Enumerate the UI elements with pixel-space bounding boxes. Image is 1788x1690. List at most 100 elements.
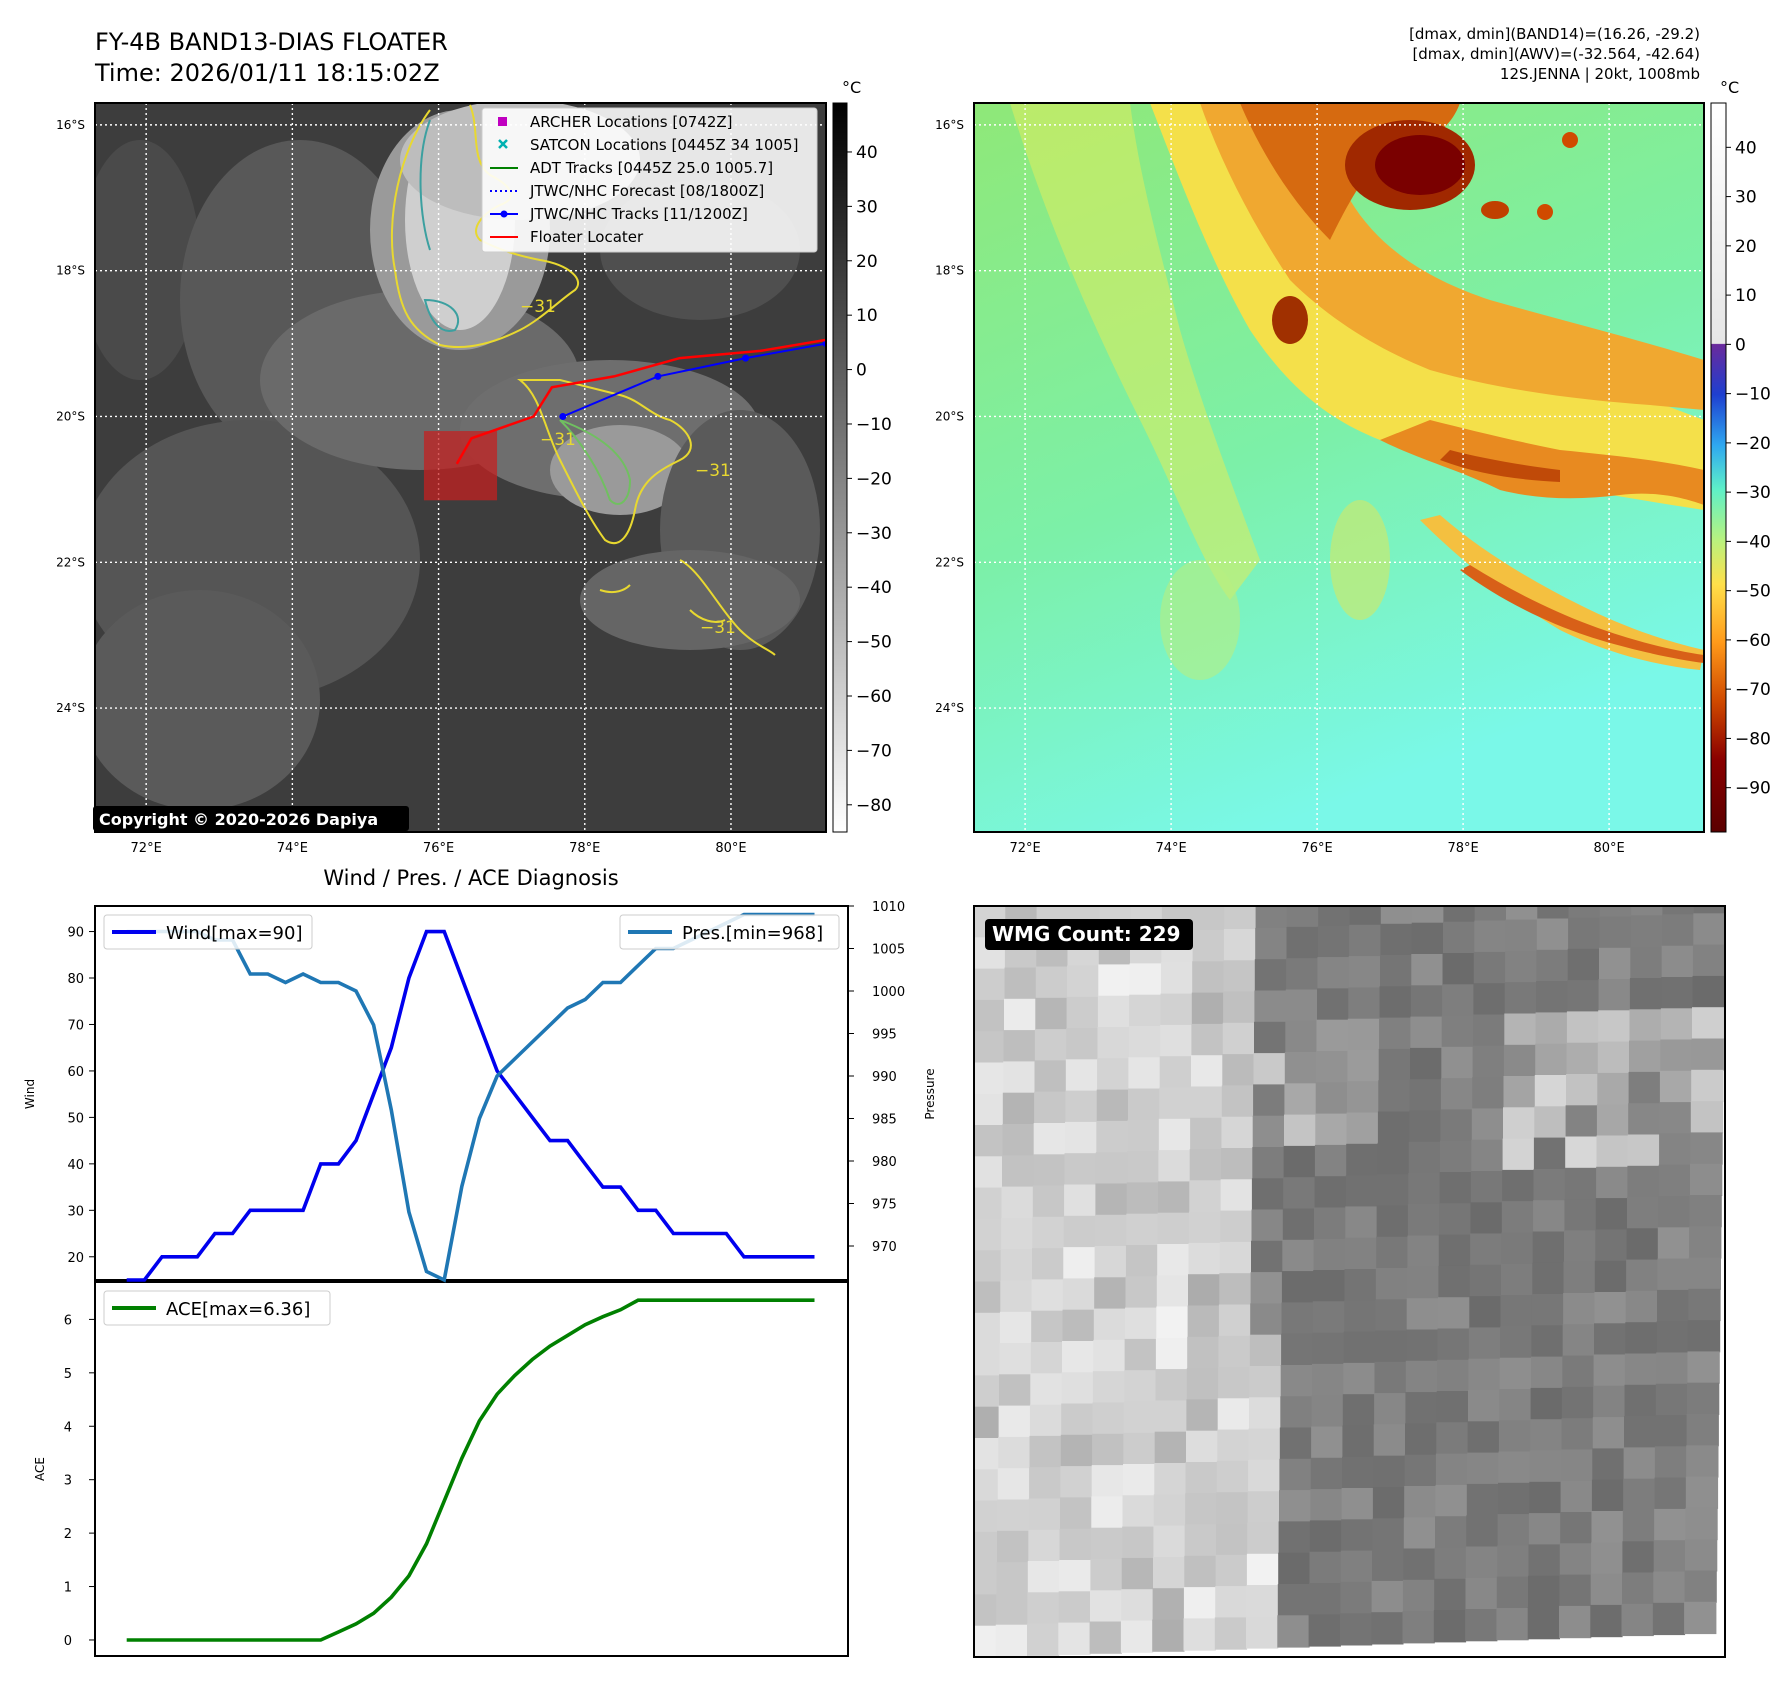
wmg-cell [1345,1175,1379,1208]
wmg-cell [1090,1527,1124,1560]
wmg-cell [1278,1521,1311,1554]
wmg-cell [1155,1400,1188,1433]
wmg-cell [1408,1173,1441,1206]
wmg-cell [1496,1576,1530,1609]
pressure-axis-label: Pressure [923,1068,937,1119]
wmg-cell [1467,1421,1500,1454]
wmg-cell [1193,906,1226,931]
colorbar-tick-label: −90 [1735,779,1771,799]
wind-tick-label: 60 [67,1065,84,1080]
wmg-cell [1659,1133,1692,1166]
wmg-cell [1342,1394,1376,1427]
map-lat-tick: 18°S [56,264,85,278]
wmg-cell [1438,1265,1471,1299]
wmg-cell [1498,1451,1531,1484]
wmg-cell [1372,1518,1405,1551]
wmg-cell [1499,1357,1532,1390]
colorbar-tick-label: −50 [856,633,892,653]
wmg-cell [1160,1024,1193,1058]
ir-legend-label: JTWC/NHC Forecast [08/1800Z] [529,182,764,200]
wmg-cell [1564,1167,1598,1201]
colorbar-tick-label: 0 [1735,335,1746,355]
wmg-cell [1160,993,1193,1026]
wind-series-line [126,929,815,1282]
wmg-cell [1126,1213,1159,1246]
wmg-cell [1065,1121,1098,1155]
wmg-cell [1630,915,1663,948]
wind-tick-label: 40 [67,1158,84,1173]
wind-tick-label: 20 [67,1251,84,1266]
wmg-cell [1125,1307,1158,1340]
wmg-cell [1560,1512,1593,1545]
colorbar-tick-label: −80 [856,796,892,816]
wmg-cell [1286,958,1319,991]
wmg-cell [1002,1092,1036,1125]
ir-map-frame [94,102,827,833]
wmg-cell [1065,1059,1099,1092]
wmg-cell [1252,1147,1285,1180]
wmg-cell [1313,1238,1346,1272]
wmg-cell [1529,1481,1562,1515]
awv-map-panel [973,102,1705,833]
colorbar-tick-label: −20 [856,469,892,489]
wmg-cell [1191,1023,1224,1057]
wmg-cell [996,1593,1029,1626]
wmg-cell [1220,1179,1253,1212]
colorbar-tick-label: −60 [856,687,892,707]
wmg-cell [1654,1446,1688,1479]
colorbar-tick-label: −10 [1735,385,1771,405]
colorbar-tick-label: 0 [856,361,867,381]
wmg-cell [1311,1395,1344,1428]
wmg-cell [1285,989,1318,1022]
wmg-cell [1596,1135,1629,1168]
wmg-cell [1658,1164,1691,1197]
wmg-cell [1253,1084,1286,1117]
wmg-cell [1377,1111,1411,1144]
wmg-cell [1405,1360,1439,1394]
wmg-cell [1158,1150,1191,1183]
wmg-cell [974,1187,1003,1220]
wmg-cell [1471,1139,1504,1172]
wmg-cell [1690,1101,1724,1134]
colorbar-tick-label: 20 [856,252,878,272]
wmg-cell [1410,1047,1443,1081]
wmg-cell [1092,1433,1125,1467]
awv-map-frame [973,102,1705,833]
wmg-cell [996,1562,1029,1595]
wmg-cell [974,1031,1005,1064]
map-lat-tick: 16°S [935,118,964,132]
wmg-cell [1279,1490,1312,1523]
wmg-cell [1596,1104,1630,1137]
wmg-cell [1035,966,1069,999]
wmg-cell [1622,1572,1655,1605]
wmg-cell [1591,1542,1624,1575]
ace-tick-label: 4 [64,1420,72,1435]
wmg-cell [1346,1143,1379,1177]
wmg-cell [1435,1484,1468,1518]
wmg-cell [974,1125,1004,1158]
wmg-cell [1657,1258,1690,1291]
wmg-cell [1031,1279,1064,1312]
wind-axis-label: Wind [23,1079,37,1109]
wmg-cell [1437,1328,1470,1361]
wmg-cell [1433,1610,1467,1643]
wmg-cell [1656,1321,1689,1354]
wmg-cell [1534,1106,1567,1139]
wmg-cell [1284,1052,1318,1085]
wmg-cell [1594,1323,1627,1356]
wmg-cell [1376,1236,1409,1269]
copyright-badge [93,806,409,831]
wmg-cell [1222,1054,1255,1087]
legend-jtwc-dot [500,210,508,218]
wmg-cell [1566,1011,1600,1044]
wmg-cell [1592,1417,1626,1450]
awv-moisture-field [1010,103,1704,680]
wmg-cell [1693,913,1725,946]
wmg-cell [1218,1335,1251,1369]
wind-tick-label: 50 [67,1111,84,1126]
figure-time: Time: 2026/01/11 18:15:02Z [94,59,440,87]
wmg-cell [1660,1008,1694,1041]
wmg-cell [1090,1559,1123,1592]
map-lon-tick: 72°E [1009,841,1040,856]
colorbar-tick-label: 40 [856,143,878,163]
